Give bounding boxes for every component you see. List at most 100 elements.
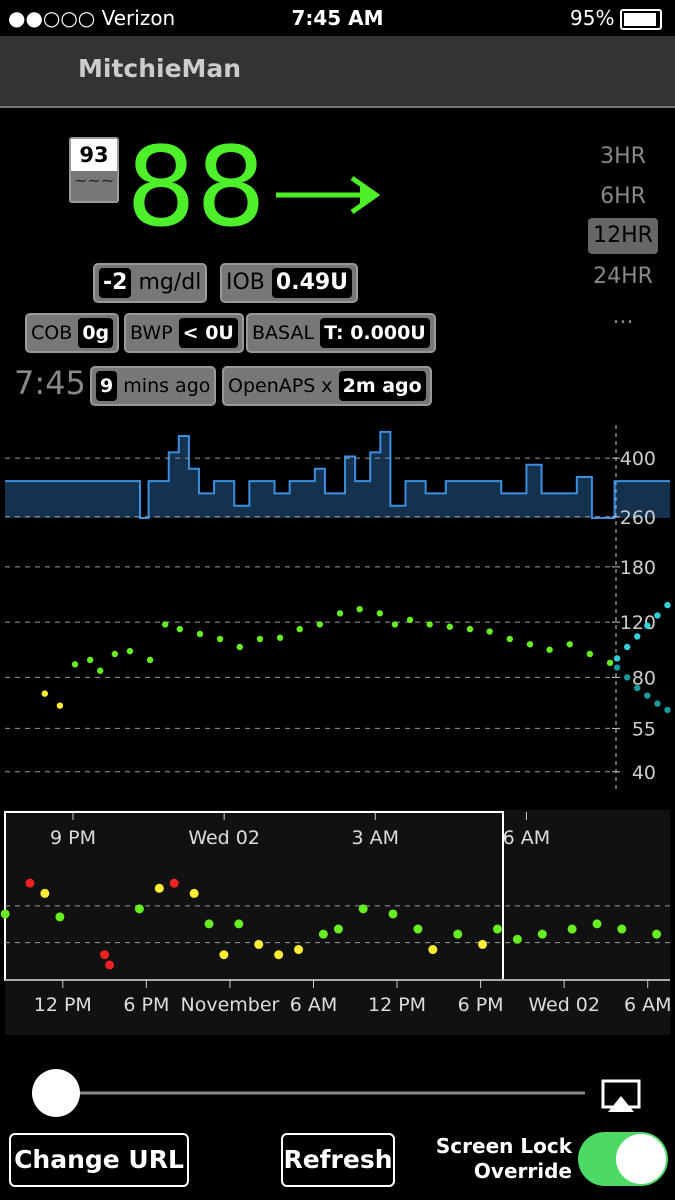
lock-label: Screen Lock Override	[420, 1134, 572, 1184]
range-more[interactable]: ...	[612, 304, 634, 329]
range-option[interactable]: 3HR	[600, 144, 646, 169]
glucose-point	[512, 934, 522, 944]
carrier: ●●○○○ Verizon	[8, 6, 176, 30]
glucose-point	[176, 625, 184, 633]
glucose-point	[154, 883, 164, 893]
glucose-point	[216, 635, 224, 643]
refresh-button[interactable]: Refresh	[281, 1133, 395, 1187]
glucose-point	[592, 919, 602, 929]
header: MitchieMan	[0, 36, 675, 108]
glucose-point	[413, 924, 423, 934]
trend-arrow-head	[276, 175, 381, 215]
y-tick-label: 120	[620, 612, 656, 634]
basal-pill: BASAL T: 0.000U	[246, 313, 436, 353]
glucose-point	[274, 950, 284, 960]
battery: 95%	[570, 6, 615, 30]
glucose-point	[623, 674, 631, 681]
cob: 0g	[78, 318, 114, 348]
last-bg: 93	[71, 139, 117, 171]
glucose-point	[134, 904, 144, 914]
y-tick-label: 55	[632, 718, 656, 740]
glucose-point	[86, 656, 94, 664]
main-chart-bg	[5, 423, 670, 793]
glucose-point	[126, 647, 134, 655]
delta-pill: -2 mg/dl	[93, 263, 208, 303]
ago-text: mins ago	[123, 375, 211, 397]
glucose-point	[276, 634, 284, 641]
x-tick-label: 6 PM	[458, 994, 504, 1016]
glucose-point	[0, 909, 10, 919]
last-bg-sub: ~~~	[73, 171, 115, 190]
glucose-point	[71, 661, 79, 668]
glucose-point	[613, 655, 621, 662]
x-tick-label: 6 AM	[290, 994, 338, 1016]
glucose-point	[25, 878, 35, 888]
glucose-point	[634, 633, 641, 640]
glucose-point	[196, 630, 204, 638]
ago-pill: 9 mins ago	[90, 366, 217, 406]
glucose-point	[146, 656, 154, 664]
ago-num: 9	[96, 371, 118, 401]
basal-area	[5, 431, 670, 518]
glucose-point	[486, 628, 493, 635]
range-option-selected[interactable]: 12HR	[588, 218, 658, 254]
iob-label: IOB	[226, 270, 265, 295]
glucose-point	[391, 621, 399, 628]
openaps: 2m ago	[338, 371, 426, 401]
glucose-point	[586, 650, 594, 658]
lock-label-line: Override	[473, 1159, 572, 1183]
glucose-point	[567, 924, 577, 934]
glucose-point	[426, 621, 433, 628]
glucose-point	[333, 924, 343, 934]
glucose-point	[654, 700, 661, 707]
glucose-point	[97, 667, 104, 674]
glucose-point	[566, 641, 573, 648]
glucose-point	[526, 641, 534, 648]
glucose-point	[466, 625, 474, 633]
glucose-point	[236, 643, 243, 651]
glucose-point	[111, 650, 119, 658]
glucose-point	[428, 945, 438, 955]
cob-pill: COB 0g	[25, 313, 120, 353]
glucose-point	[294, 945, 304, 955]
site-title: MitchieMan	[78, 54, 242, 83]
glucose-point	[189, 888, 199, 898]
glucose-point	[664, 601, 671, 609]
status-bar: ●●○○○ Verizon 7:45 AM 95%	[0, 0, 675, 36]
range-option[interactable]: 6HR	[600, 184, 646, 209]
cob-label: COB	[31, 322, 73, 344]
clock-time: 7:45	[14, 364, 86, 402]
x-tick-label: 6 PM	[123, 994, 169, 1016]
range-option[interactable]: 24HR	[593, 264, 653, 289]
delta: -2	[99, 268, 132, 298]
glucose-point	[234, 919, 244, 929]
glucose-point	[617, 924, 627, 934]
x-tick-label: 6 AM	[503, 827, 551, 849]
bwp-label: BWP	[130, 322, 173, 344]
glucose-point	[358, 904, 368, 914]
glucose-point	[316, 621, 324, 628]
glucose-point	[100, 950, 110, 960]
x-tick-label: November	[180, 994, 279, 1016]
glucose-point	[664, 706, 671, 714]
glucose-point	[654, 612, 661, 619]
basal-label: BASAL	[252, 322, 315, 344]
glucose-point	[56, 702, 64, 709]
basal-line	[5, 430, 670, 519]
glucose-point	[296, 625, 303, 633]
glucose-point	[204, 919, 214, 929]
y-tick-label: 260	[620, 507, 656, 529]
current-bg: 88	[126, 123, 266, 251]
glucose-point	[318, 929, 328, 939]
iob: 0.49U	[271, 268, 353, 298]
x-tick-label: 12 PM	[34, 994, 92, 1016]
clock: 7:45 AM	[291, 6, 384, 30]
airplay-icon[interactable]	[601, 1079, 641, 1112]
units: mg/dl	[138, 270, 202, 295]
basal: T: 0.000U	[320, 318, 430, 348]
glucose-point	[623, 643, 631, 651]
change-url-button[interactable]: Change URL	[9, 1133, 189, 1187]
slider-knob[interactable]	[32, 1069, 80, 1117]
y-tick-label: 80	[632, 667, 656, 689]
